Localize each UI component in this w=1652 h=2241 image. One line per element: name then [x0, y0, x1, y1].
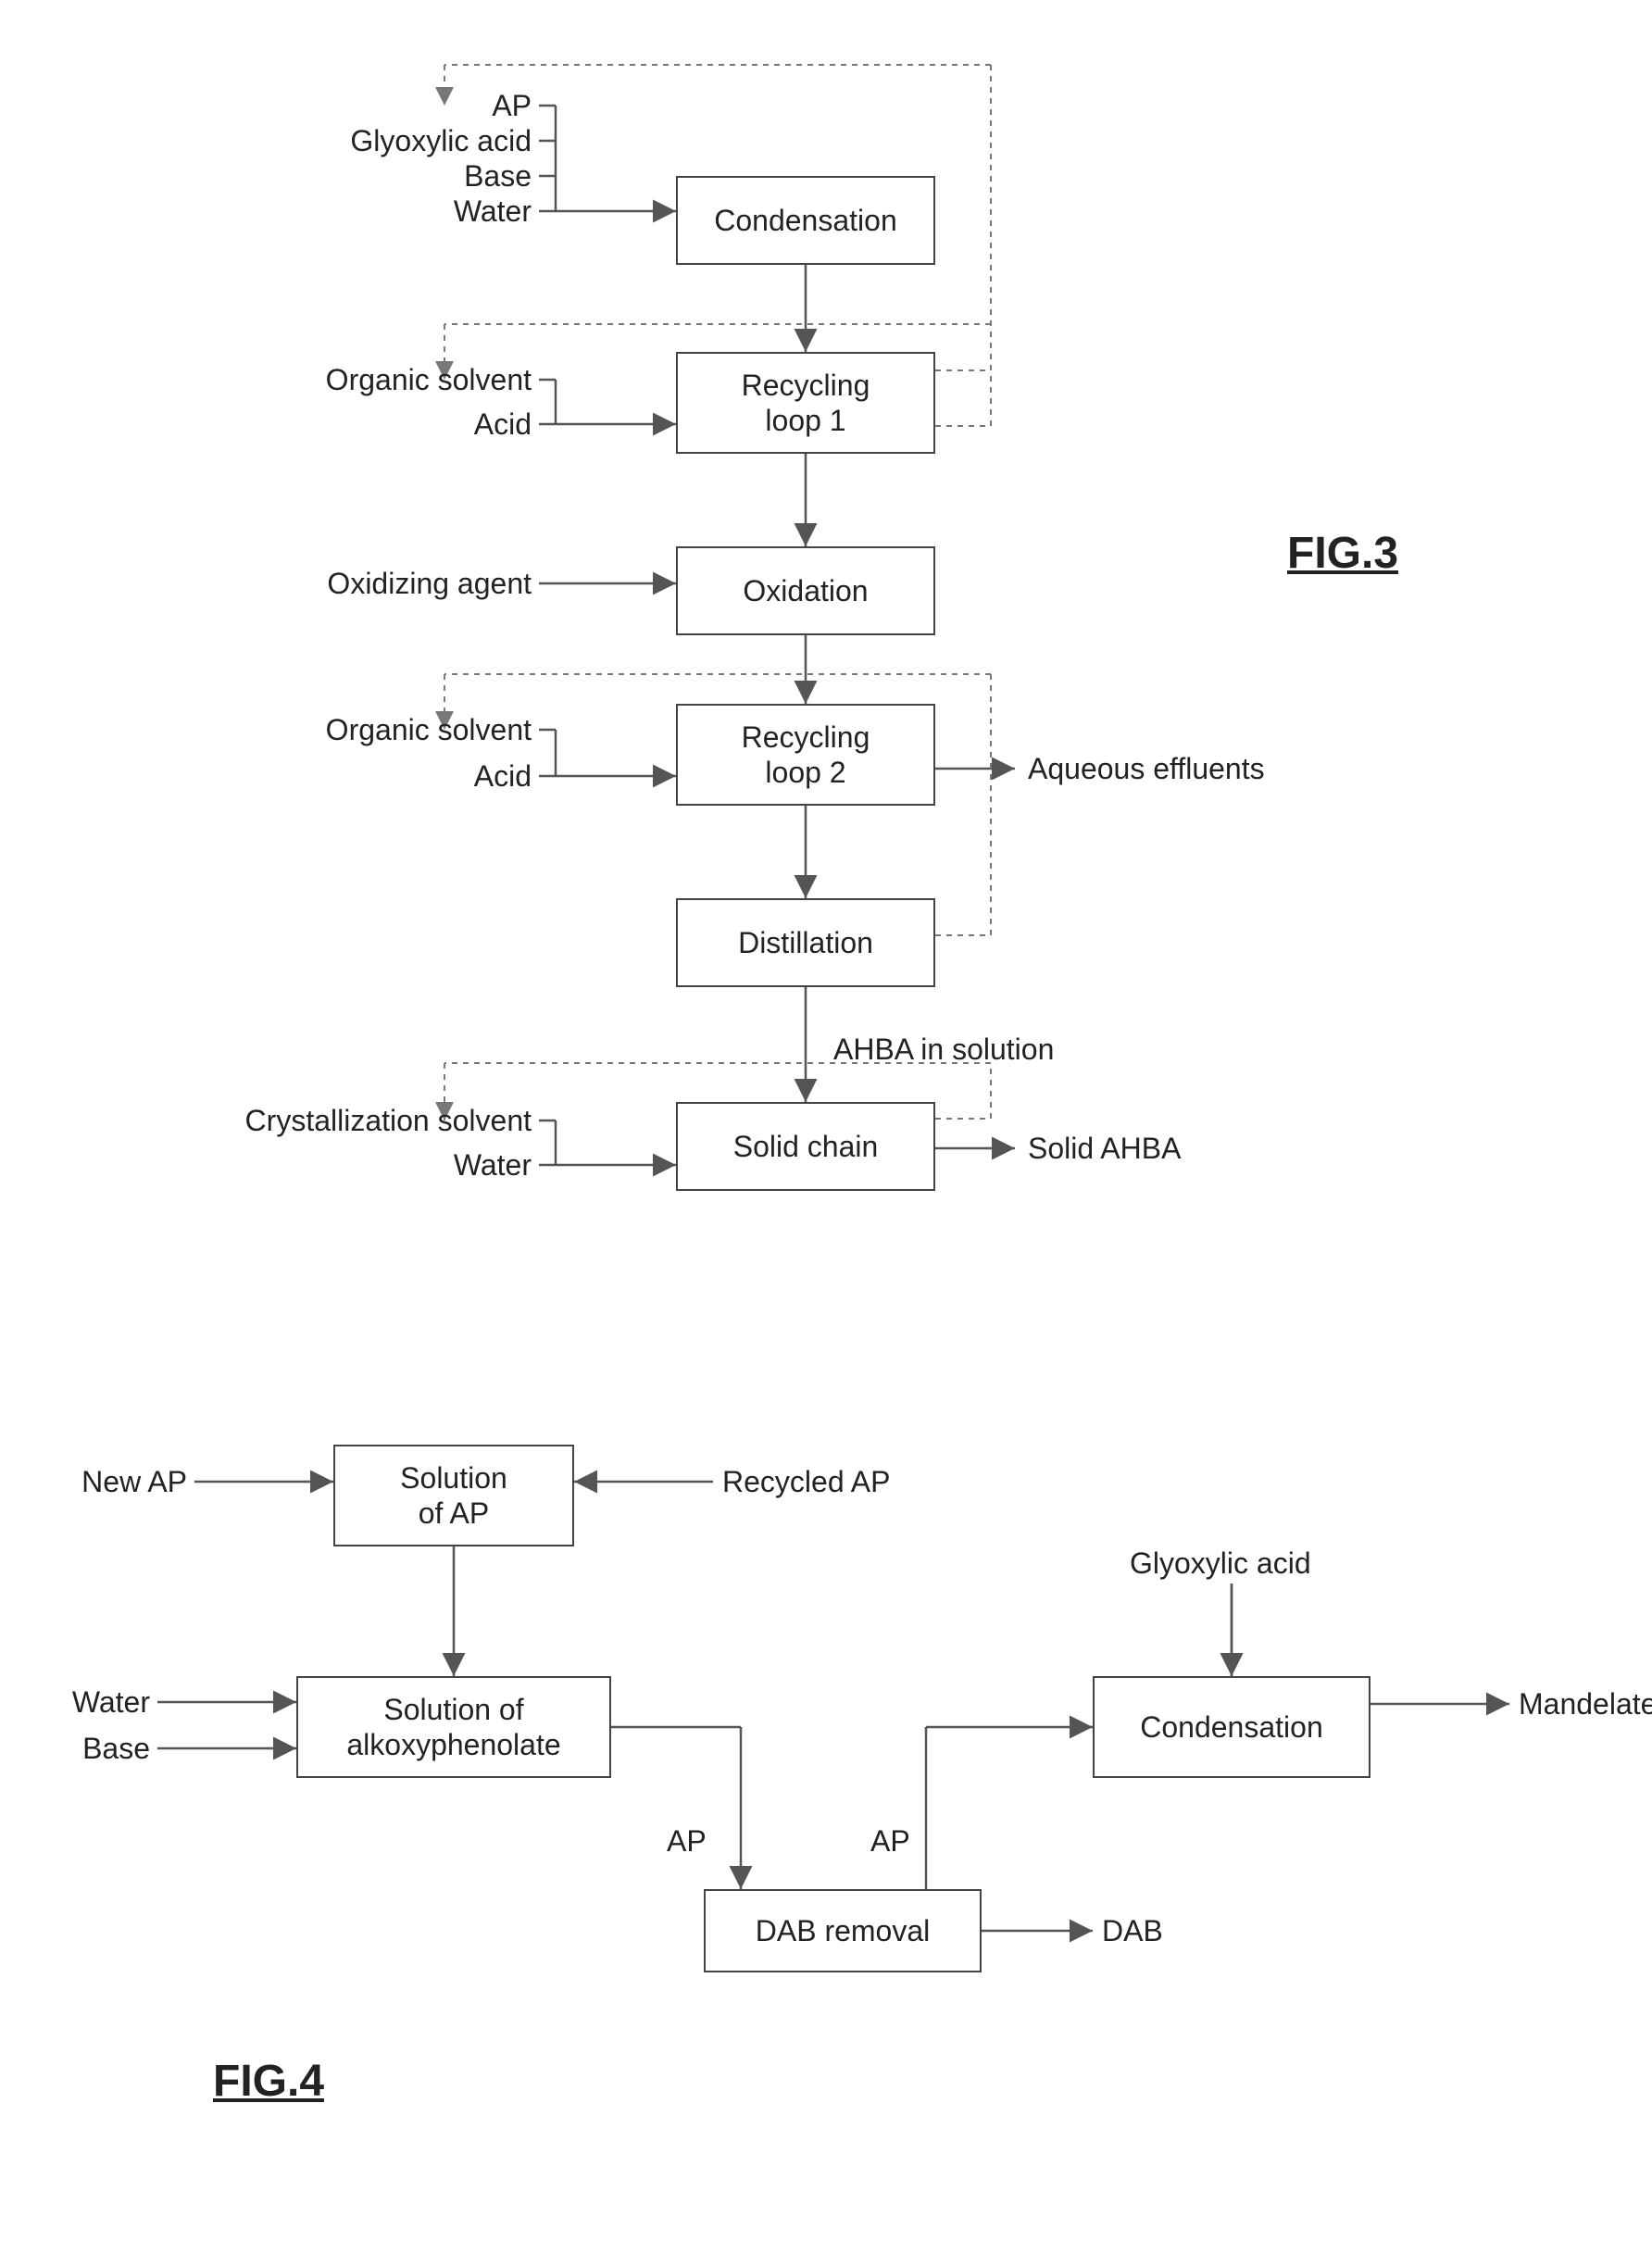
- fig3-node-recycle1: Recyclingloop 1: [676, 352, 935, 454]
- fig3-output-solidahba: Solid AHBA: [1028, 1132, 1181, 1166]
- fig4-input: Base: [82, 1732, 150, 1766]
- fig3-node-recycle2: Recyclingloop 2: [676, 704, 935, 806]
- fig4-input: Recycled AP: [722, 1465, 890, 1499]
- fig3-input-label: Acid: [474, 759, 532, 794]
- fig3-input-label: Crystallization solvent: [245, 1104, 532, 1138]
- fig4-input: Glyoxylic acid: [1130, 1546, 1311, 1581]
- fig4-input: New AP: [81, 1465, 187, 1499]
- fig4-out-mandelates: Mandelates: [1519, 1687, 1652, 1721]
- fig3-input-label: Oxidizing agent: [327, 567, 532, 601]
- fig3-title: FIG.3: [1287, 528, 1398, 579]
- fig4-node-sol_alkx: Solution ofalkoxyphenolate: [296, 1676, 611, 1778]
- fig4-input: Water: [72, 1685, 150, 1720]
- fig3-node-distillation: Distillation: [676, 898, 935, 987]
- fig3-node-oxidation: Oxidation: [676, 546, 935, 635]
- fig3-output-aqueous: Aqueous effluents: [1028, 752, 1265, 786]
- canvas: Condensation Recyclingloop 1 Oxidation Recy…: [37, 37, 1611, 2204]
- fig4-node-sol_ap: Solutionof AP: [333, 1445, 574, 1546]
- fig3-input-label: Organic solvent: [326, 713, 532, 747]
- fig4-node-condens: Condensation: [1093, 1676, 1370, 1778]
- fig3-ahba-in-solution: AHBA in solution: [833, 1033, 1054, 1067]
- fig3-node-solidchain: Solid chain: [676, 1102, 935, 1191]
- fig3-input-label: Glyoxylic acid: [350, 124, 532, 158]
- fig3-input-label: Organic solvent: [326, 363, 532, 397]
- fig4-title: FIG.4: [213, 2056, 324, 2107]
- fig4-out-dab: DAB: [1102, 1914, 1163, 1948]
- fig3-input-label: Water: [454, 194, 532, 229]
- fig3-input-label: Water: [454, 1148, 532, 1183]
- fig3-input-label: AP: [492, 89, 532, 123]
- fig3-node-condensation: Condensation: [676, 176, 935, 265]
- fig4-ap-up: AP: [870, 1824, 910, 1859]
- fig4-node-dab_rem: DAB removal: [704, 1889, 982, 1972]
- fig3-input-label: Acid: [474, 407, 532, 442]
- fig4-ap-down: AP: [667, 1824, 707, 1859]
- fig3-input-label: Base: [464, 159, 532, 194]
